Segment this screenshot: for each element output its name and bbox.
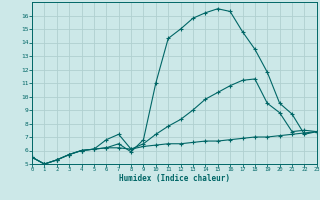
X-axis label: Humidex (Indice chaleur): Humidex (Indice chaleur) xyxy=(119,174,230,183)
